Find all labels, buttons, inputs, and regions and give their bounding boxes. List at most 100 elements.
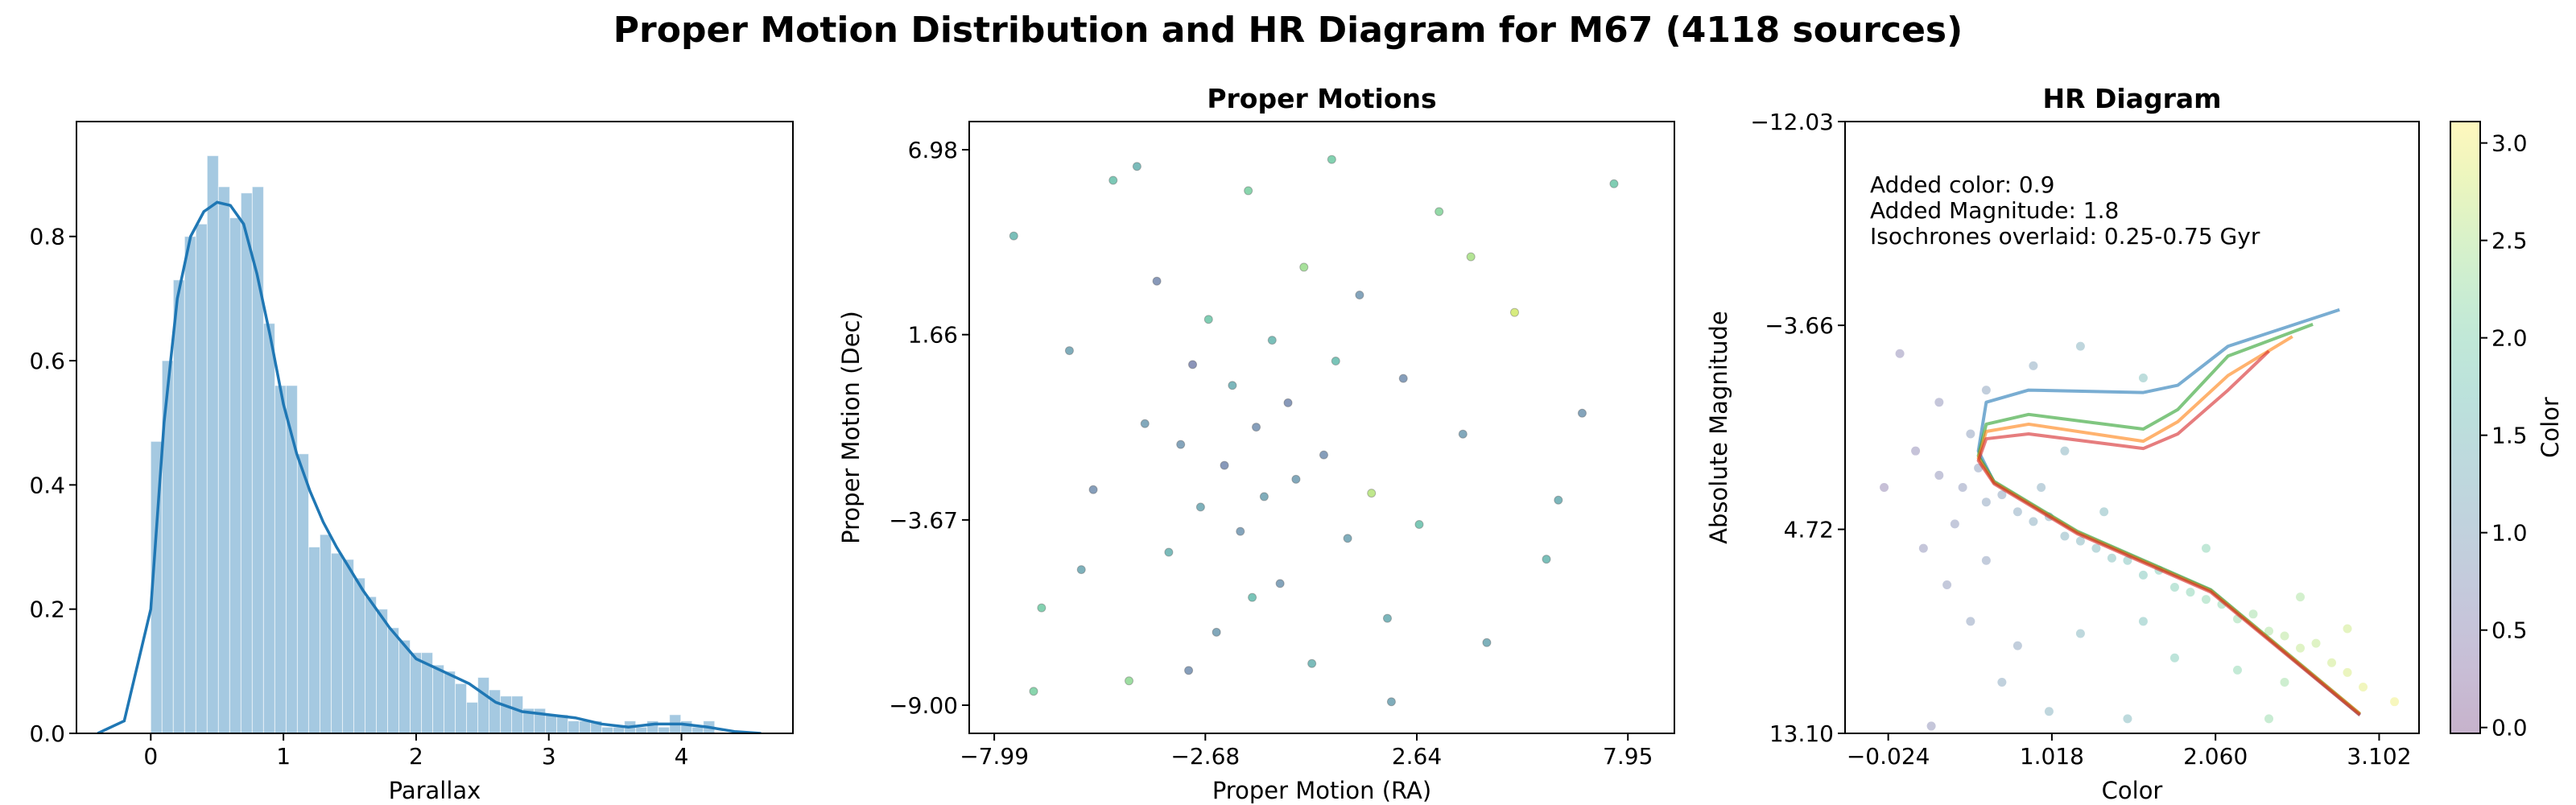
histogram-bar	[330, 552, 343, 733]
histogram-bar	[172, 279, 185, 733]
colorbar-tick-label: 1.5	[2491, 423, 2528, 449]
scatter-point	[2359, 683, 2368, 692]
x-tick-label: 2.64	[1392, 743, 1442, 770]
scatter-point	[1327, 155, 1336, 164]
y-axis-label: Absolute Magnitude	[1705, 311, 1732, 544]
scatter-point	[2327, 658, 2337, 667]
scatter-point	[2201, 595, 2211, 605]
scatter-point	[1950, 519, 1959, 529]
scatter-point	[1275, 579, 1285, 588]
scatter-point	[1382, 613, 1392, 623]
scatter-point	[1509, 308, 1519, 317]
scatter-point	[1037, 603, 1046, 613]
scatter-point	[1125, 676, 1134, 686]
histogram-bar	[229, 217, 242, 733]
scatter-point	[2169, 583, 2179, 592]
x-tick-label: −2.68	[1170, 743, 1240, 770]
scatter-point	[2060, 531, 2070, 541]
scatter-point	[1236, 526, 1245, 536]
isochrone	[1976, 349, 2361, 716]
scatter-point	[2201, 543, 2211, 553]
scatter-point	[2029, 517, 2038, 526]
histogram-bar	[613, 726, 625, 733]
axes-frame	[1844, 121, 2420, 734]
histogram-bar	[466, 701, 479, 733]
scatter-point	[1981, 386, 1991, 395]
y-tick-label: −3.67	[889, 507, 958, 534]
colorbar-tick-label: 2.0	[2491, 325, 2528, 352]
scatter-point	[2280, 631, 2289, 641]
scatter-point	[1132, 162, 1141, 171]
scatter-point	[2311, 638, 2321, 648]
scatter-point	[2029, 361, 2038, 370]
histogram-bar	[240, 192, 253, 733]
colorbar-tick-label: 2.5	[2491, 228, 2528, 254]
x-tick-label: 1.018	[2020, 743, 2084, 770]
y-tick-label: 6.98	[908, 137, 958, 163]
scatter-point	[1252, 423, 1261, 432]
x-tick-label: 3	[542, 743, 556, 770]
y-axis-label: Proper Motion (Dec)	[837, 311, 865, 544]
x-tick-label: 2	[409, 743, 423, 770]
histogram-bar	[489, 689, 502, 733]
scatter-point	[2075, 341, 2085, 351]
scatter-point	[1228, 381, 1237, 390]
scatter-point	[2390, 697, 2400, 707]
histogram-bar	[251, 186, 264, 733]
colorbar-tick-label: 0.0	[2491, 715, 2528, 741]
x-axis-label: Color	[2102, 777, 2163, 804]
colorbar	[2450, 122, 2480, 733]
scatter-point	[1076, 565, 1086, 575]
histogram-bar	[184, 236, 196, 733]
scatter-point	[1554, 495, 1563, 505]
histogram-bar	[195, 223, 208, 733]
x-tick-label: 1	[276, 743, 291, 770]
scatter-point	[1482, 638, 1492, 647]
y-tick-label: 0.0	[29, 720, 65, 747]
x-tick-label: −7.99	[960, 743, 1029, 770]
scatter-point	[1029, 687, 1038, 696]
scatter-point	[2099, 507, 2109, 517]
y-tick-label: 0.6	[29, 348, 65, 374]
plot-area	[1009, 155, 1619, 707]
scatter-point	[1152, 276, 1162, 286]
scatter-point	[1355, 290, 1364, 299]
scatter-point	[1926, 721, 1936, 731]
scatter-point	[1244, 186, 1253, 196]
panel-title: HR Diagram	[2042, 83, 2221, 114]
plot-area	[97, 155, 762, 733]
scatter-point	[1458, 429, 1468, 439]
scatter-point	[1088, 485, 1098, 494]
scatter-point	[2343, 624, 2352, 634]
scatter-point	[2186, 588, 2195, 597]
scatter-point	[1386, 697, 1396, 707]
scatter-point	[2169, 653, 2179, 663]
histogram-bar	[444, 671, 456, 733]
density-line	[97, 200, 762, 733]
scatter-point	[2138, 570, 2148, 580]
y-tick-label: −3.66	[1765, 312, 1834, 339]
scatter-point	[2232, 665, 2242, 675]
scatter-point	[1212, 627, 1221, 637]
x-axis-label: Proper Motion (RA)	[1212, 777, 1431, 804]
colorbar-label: Color	[2537, 397, 2564, 458]
histogram-bar	[375, 609, 388, 733]
histogram-bar	[455, 683, 468, 733]
scatter-point	[2280, 677, 2289, 687]
scatter-point	[2248, 609, 2258, 619]
panel-title: Proper Motions	[1207, 83, 1436, 114]
scatter-point	[2037, 483, 2046, 493]
histogram-bar	[308, 547, 320, 733]
scatter-point	[2343, 667, 2352, 677]
scatter-point	[2013, 641, 2022, 650]
isochrone	[1976, 308, 2361, 716]
scatter-point	[2123, 714, 2132, 724]
scatter-point	[1188, 360, 1198, 369]
x-tick-label: −0.024	[1847, 743, 1930, 770]
y-tick-label: 4.72	[1784, 517, 1834, 543]
scatter-point	[1934, 470, 1944, 480]
scatter-point	[1911, 446, 1921, 456]
scatter-point	[2060, 446, 2070, 456]
histogram-bar	[364, 596, 377, 733]
scatter-point	[1997, 490, 2007, 500]
